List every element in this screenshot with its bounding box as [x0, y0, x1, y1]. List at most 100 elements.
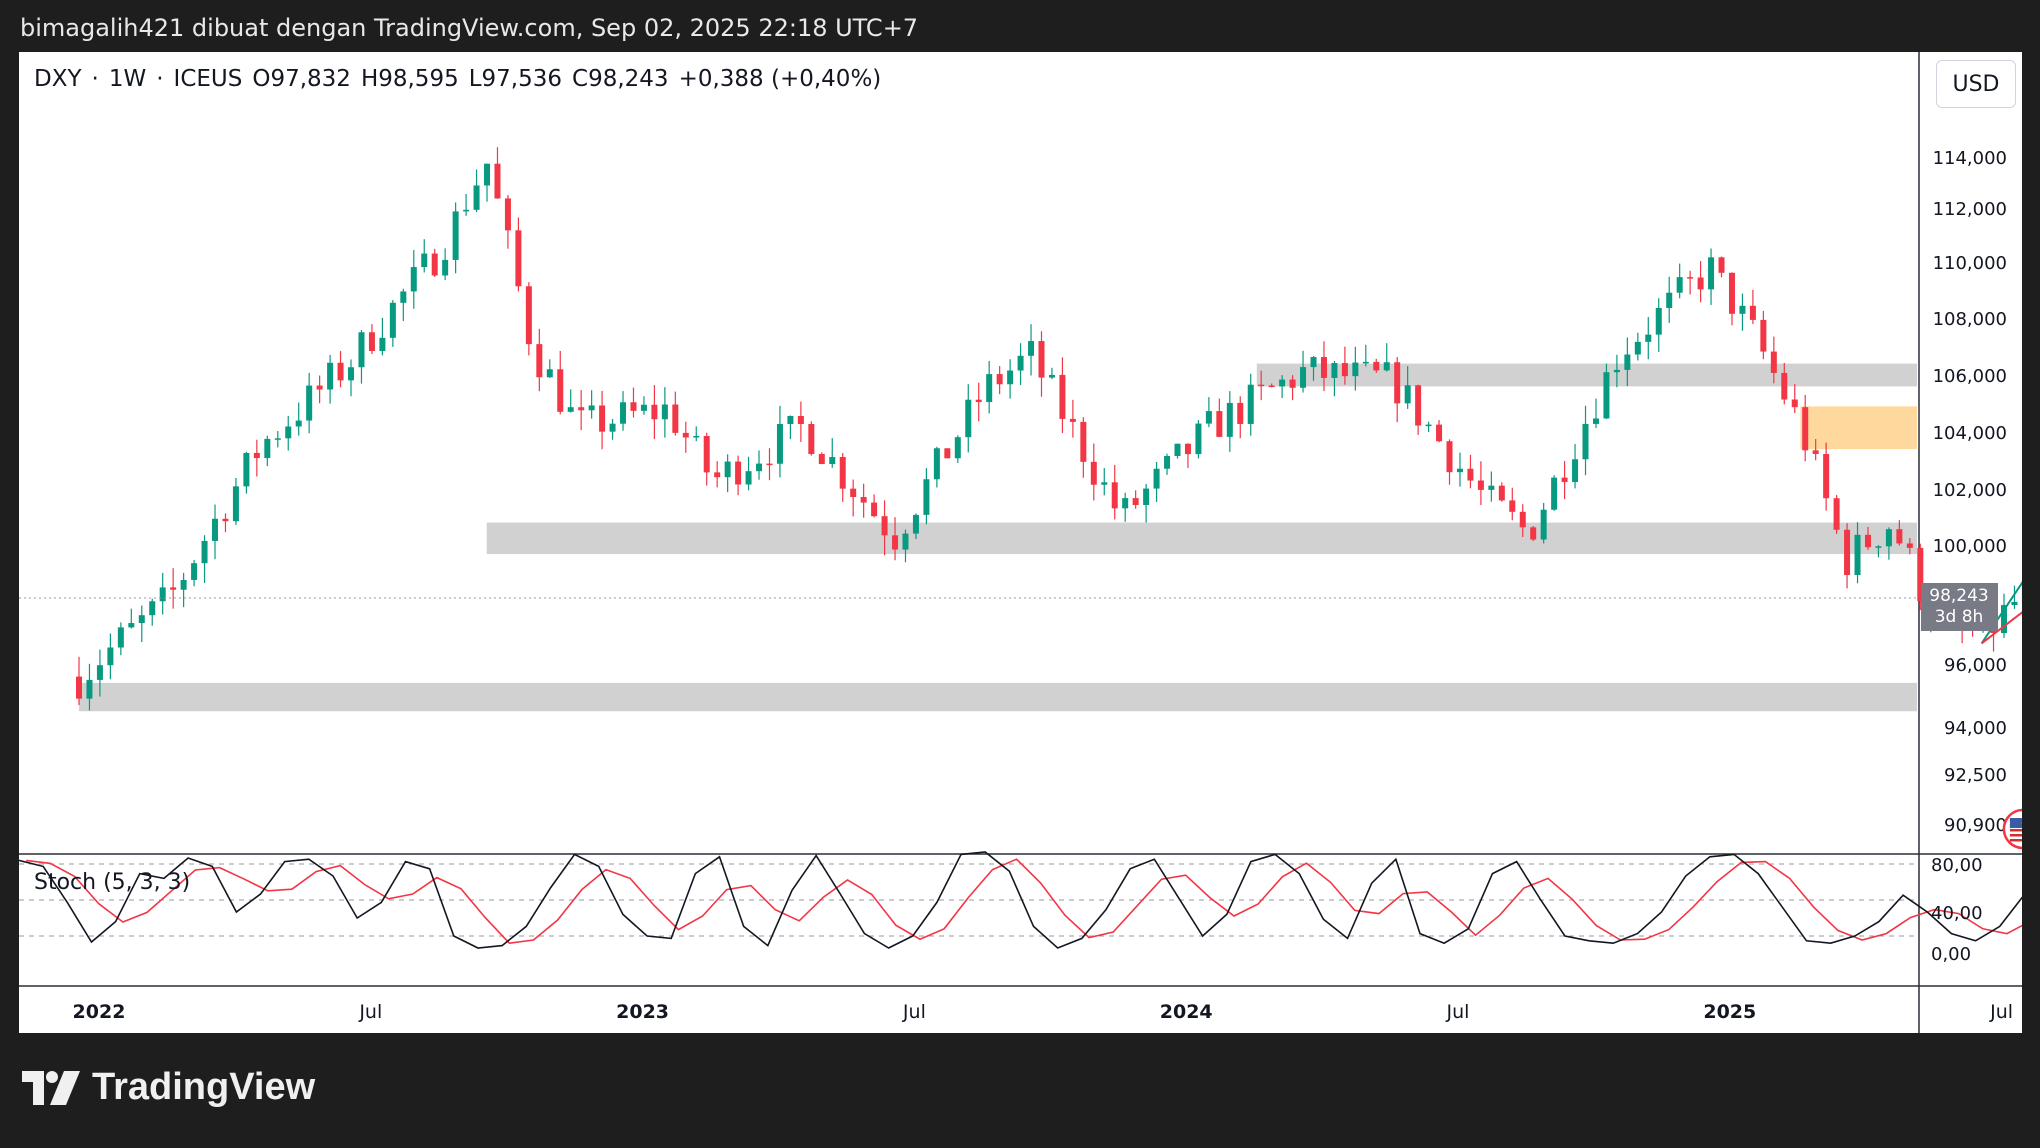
- y-tick-label: 110,000: [1933, 253, 2007, 274]
- candle-body: [76, 676, 82, 699]
- y-tick-label: 108,000: [1933, 309, 2007, 330]
- candle-body: [944, 448, 951, 459]
- candle-body: [316, 385, 323, 390]
- candle-body: [1237, 402, 1244, 424]
- candle-body: [1645, 334, 1652, 342]
- candle-body: [682, 432, 689, 438]
- brand-name: TradingView: [92, 1066, 316, 1108]
- candle-body: [703, 436, 710, 473]
- candle-body: [829, 457, 836, 465]
- stoch-indicator-label[interactable]: Stoch (5, 3, 3): [34, 870, 191, 895]
- chart-panel[interactable]: 98,243 3d 8h 114,000 112,000 110,000 108,000 1…: [19, 52, 2022, 1033]
- candle-body: [274, 438, 281, 440]
- candle-body: [1216, 411, 1223, 437]
- candle-body: [1582, 423, 1589, 460]
- currency-button[interactable]: USD: [1936, 60, 2016, 108]
- candle-body: [295, 420, 302, 427]
- candle-body: [1739, 305, 1746, 314]
- price-tag-bg: [1921, 583, 1998, 631]
- candle-body: [2000, 605, 2007, 634]
- stoch-y-tick-label: 0,00: [1931, 944, 1971, 965]
- legend-dot-2: ·: [156, 66, 164, 92]
- candle-body: [222, 518, 229, 522]
- candle-body: [1561, 477, 1568, 483]
- candle-body: [1258, 384, 1265, 387]
- candle-body: [201, 540, 208, 564]
- candle-body: [86, 679, 93, 699]
- candle-body: [1341, 363, 1348, 377]
- y-tick-label: 94,000: [1944, 718, 2007, 739]
- candle-body: [1603, 372, 1610, 419]
- x-tick-label: Jul: [358, 1001, 382, 1023]
- flag-stripe: [2009, 829, 2022, 832]
- author-credit: bimagalih421 dibuat dengan TradingView.c…: [20, 14, 919, 42]
- candle-body: [1467, 468, 1474, 481]
- candle-body: [400, 291, 407, 303]
- x-tick-label: 2022: [73, 1001, 126, 1023]
- candle-body: [1331, 363, 1338, 378]
- candle-body: [1906, 543, 1913, 548]
- candle-body: [766, 463, 773, 466]
- stoch-k-line: [19, 851, 2022, 949]
- candle-body: [902, 533, 909, 550]
- candle-body: [463, 209, 470, 212]
- candle-body: [1122, 498, 1129, 509]
- candle-body: [1247, 384, 1254, 424]
- flag-canton: [2009, 818, 2022, 828]
- candle-body: [337, 362, 344, 381]
- candle-body: [1362, 361, 1369, 364]
- candle-body: [1404, 385, 1411, 404]
- y-tick-label: 102,000: [1933, 480, 2007, 501]
- x-tick-label: Jul: [1989, 1001, 2013, 1023]
- candle-body: [1540, 509, 1547, 540]
- candle-body: [191, 563, 198, 580]
- candle-body: [1509, 500, 1516, 512]
- candle-body: [1226, 402, 1233, 437]
- candle-body: [117, 627, 124, 648]
- candle-body: [986, 374, 993, 403]
- legend-interval[interactable]: 1W: [108, 66, 147, 92]
- candle-body: [1205, 411, 1212, 424]
- candle-body: [1048, 374, 1055, 378]
- x-tick-label: 2024: [1160, 1001, 1213, 1023]
- candle-body: [1655, 307, 1662, 335]
- candle-body: [473, 185, 480, 210]
- candle-body: [1101, 482, 1108, 485]
- candle-body: [724, 461, 731, 478]
- candle-body: [1749, 305, 1756, 320]
- candle-body: [212, 518, 219, 541]
- candle-body: [1383, 362, 1390, 371]
- y-tick-label: 92,500: [1944, 765, 2007, 786]
- candle-body: [892, 535, 899, 550]
- candle-body: [285, 426, 292, 439]
- candle-body: [128, 623, 135, 628]
- candle-body: [1069, 418, 1076, 422]
- candle-body: [1844, 529, 1851, 576]
- zone-grey-1: [1256, 363, 1917, 387]
- candle-body: [1864, 534, 1871, 548]
- candle-body: [1320, 357, 1327, 378]
- candle-body: [818, 454, 825, 465]
- legend-low: L97,536: [468, 66, 563, 92]
- candle-body: [1781, 372, 1788, 400]
- candle-body: [693, 436, 700, 438]
- candle-body: [620, 402, 627, 424]
- candle-body: [484, 163, 491, 186]
- candle-body: [1854, 534, 1861, 576]
- candle-body: [599, 405, 606, 432]
- candle-body: [1300, 367, 1307, 388]
- candle-body: [630, 402, 637, 411]
- legend-symbol[interactable]: DXY: [34, 66, 82, 92]
- candle-body: [1425, 424, 1432, 427]
- projection-green-path: [1980, 581, 2022, 644]
- tradingview-brand[interactable]: TradingView: [22, 1066, 315, 1109]
- candle-body: [149, 601, 156, 616]
- candle-body: [1090, 461, 1097, 485]
- candle-body: [159, 587, 166, 602]
- candle-body: [1917, 547, 1924, 602]
- candle-body: [850, 488, 857, 497]
- candle-body: [787, 415, 794, 424]
- candle-body: [588, 405, 595, 411]
- candle-body: [1038, 341, 1045, 378]
